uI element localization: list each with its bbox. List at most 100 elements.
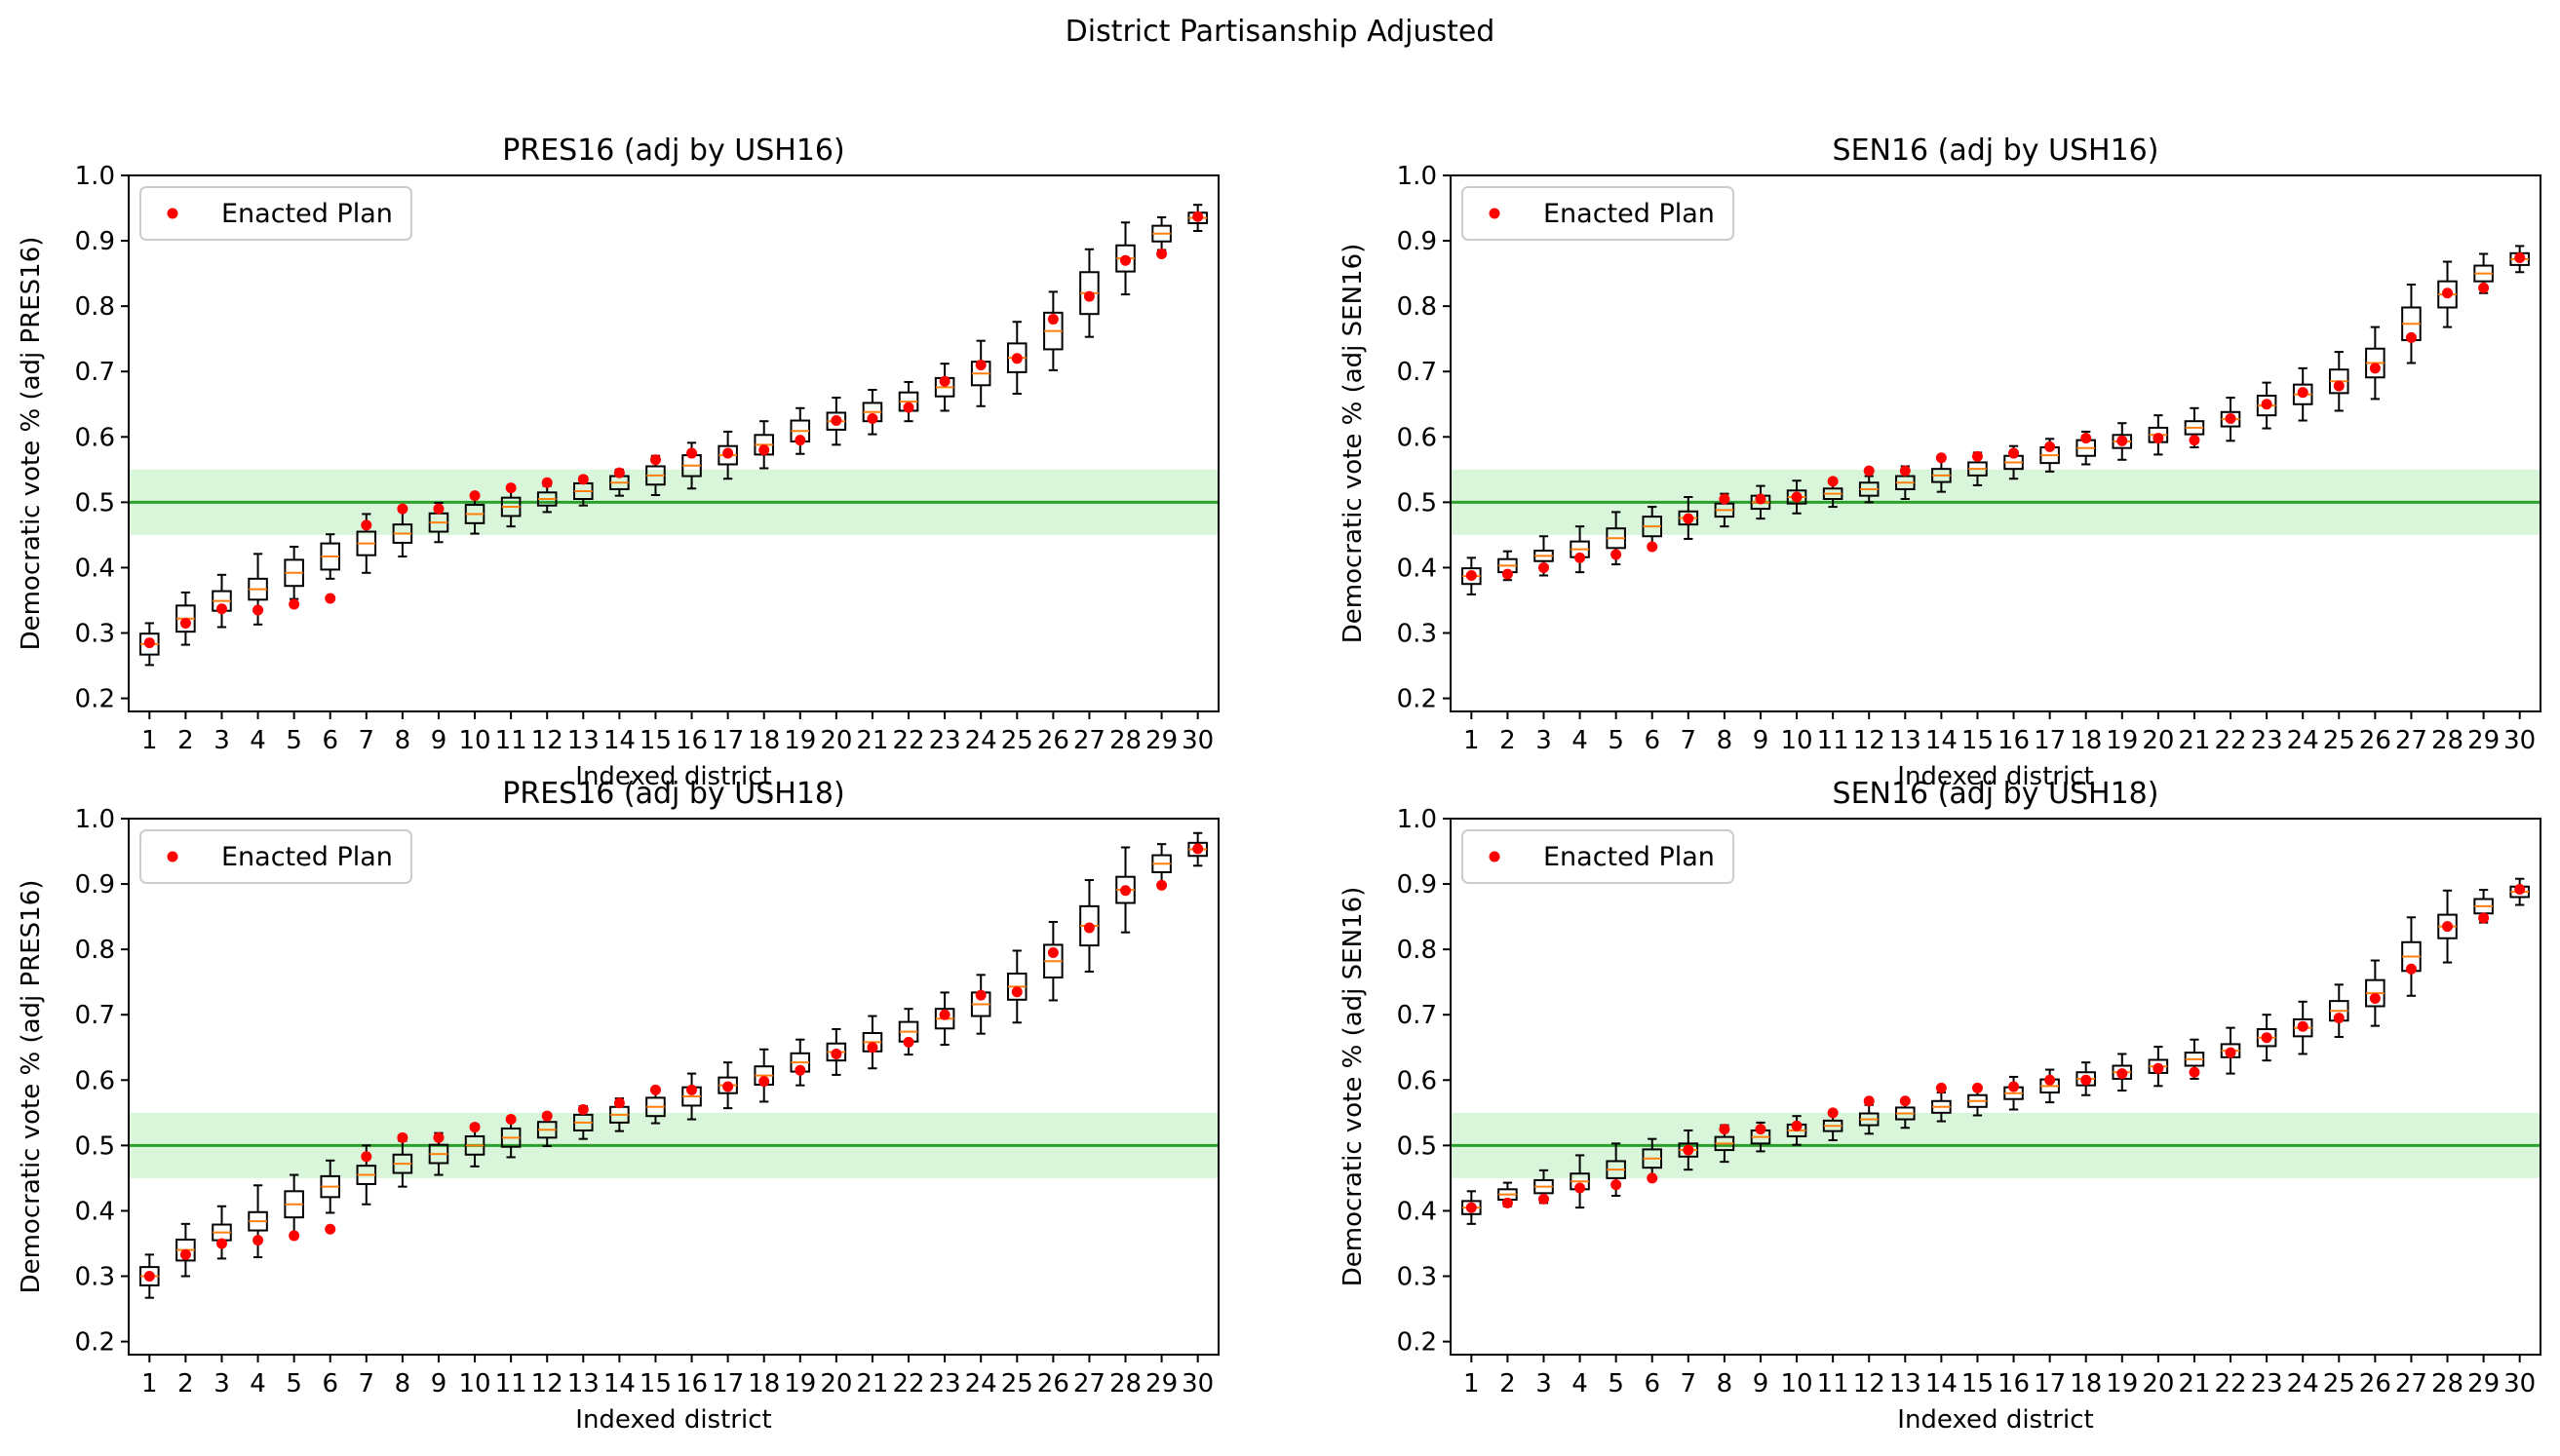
x-tick-label: 28 xyxy=(2431,726,2463,755)
boxplot-district-28 xyxy=(1115,221,1136,296)
x-tick-label: 14 xyxy=(1925,726,1958,755)
x-tick-label: 13 xyxy=(567,726,600,755)
enacted-point-4 xyxy=(1574,1182,1586,1194)
y-axis-label: Democratic vote % (adj SEN16) xyxy=(1338,244,1368,644)
y-tick-label: 0.8 xyxy=(1397,936,1437,965)
x-tick-label: 13 xyxy=(567,1369,600,1399)
x-axis-label: Indexed district xyxy=(1897,762,2093,791)
enacted-point-8 xyxy=(397,1131,408,1143)
enacted-point-23 xyxy=(2261,399,2272,410)
y-tick-label: 0.9 xyxy=(1397,870,1437,900)
x-tick-label: 7 xyxy=(1681,1369,1697,1399)
enacted-point-29 xyxy=(1156,879,1168,891)
enacted-point-20 xyxy=(831,415,842,427)
boxplot-district-30 xyxy=(1187,831,1208,867)
x-tick-label: 17 xyxy=(2034,1369,2066,1399)
enacted-point-14 xyxy=(1935,452,1947,464)
x-tick-label: 23 xyxy=(929,1369,961,1399)
x-tick-label: 3 xyxy=(213,1369,230,1399)
x-tick-label: 28 xyxy=(2431,1369,2463,1399)
y-tick-label: 0.5 xyxy=(75,488,115,517)
x-tick-label: 9 xyxy=(431,1369,447,1399)
enacted-point-8 xyxy=(1719,1124,1730,1135)
legend-marker xyxy=(1489,851,1500,862)
x-tick-label: 13 xyxy=(1889,1369,1921,1399)
y-axis-label: Democratic vote % (adj PRES16) xyxy=(17,880,46,1294)
subplot-2: SEN16 (adj by USH16) 0.2 0.3 0.4 0.5 0.6 0.7 0.… xyxy=(1338,134,2541,791)
x-tick-label: 27 xyxy=(1073,726,1105,755)
x-tick-label: 7 xyxy=(1681,726,1697,755)
enacted-point-15 xyxy=(1971,1082,1983,1093)
y-tick-label: 0.7 xyxy=(1397,358,1437,387)
enacted-point-19 xyxy=(795,1064,806,1076)
boxplot-district-6 xyxy=(320,1159,340,1214)
enacted-point-6 xyxy=(325,1223,336,1235)
subplot-title: PRES16 (adj by USH18) xyxy=(502,777,844,811)
boxplot-district-8 xyxy=(392,510,413,558)
enacted-point-20 xyxy=(2153,433,2164,444)
enacted-point-18 xyxy=(758,1076,770,1088)
enacted-point-20 xyxy=(2153,1062,2164,1074)
enacted-point-11 xyxy=(1827,1107,1839,1119)
enacted-point-22 xyxy=(2225,1047,2236,1058)
x-tick-label: 1 xyxy=(141,726,158,755)
enacted-point-8 xyxy=(1719,493,1730,505)
y-tick-label: 0.3 xyxy=(1397,620,1437,649)
axes-frame xyxy=(128,174,1220,712)
x-tick-label: 17 xyxy=(712,1369,744,1399)
x-tick-label: 20 xyxy=(2142,1369,2174,1399)
x-tick-label: 29 xyxy=(1145,726,1178,755)
x-tick-label: 5 xyxy=(286,726,302,755)
x-tick-label: 11 xyxy=(495,1369,527,1399)
x-tick-label: 9 xyxy=(1753,1369,1769,1399)
y-tick-label: 1.0 xyxy=(75,805,115,834)
x-tick-label: 23 xyxy=(2251,1369,2283,1399)
y-tick-label: 0.3 xyxy=(75,620,115,649)
y-axis-label: Democratic vote % (adj SEN16) xyxy=(1338,887,1368,1287)
enacted-point-2 xyxy=(179,1248,191,1260)
x-tick-label: 30 xyxy=(1182,726,1214,755)
enacted-point-1 xyxy=(1465,569,1477,581)
enacted-point-18 xyxy=(2080,433,2092,444)
x-tick-label: 3 xyxy=(1535,726,1552,755)
x-tick-label: 15 xyxy=(1961,1369,1994,1399)
legend: Enacted Plan xyxy=(1461,829,1734,884)
figure-title: District Partisanship Adjusted xyxy=(1066,15,1495,49)
x-tick-label: 10 xyxy=(1781,726,1813,755)
enacted-point-29 xyxy=(2478,282,2490,293)
enacted-point-13 xyxy=(577,1103,589,1115)
y-tick-label: 0.7 xyxy=(1397,1001,1437,1030)
enacted-point-10 xyxy=(469,1122,481,1133)
x-tick-label: 6 xyxy=(1644,726,1660,755)
enacted-point-25 xyxy=(1011,353,1023,364)
x-tick-label: 22 xyxy=(892,1369,924,1399)
y-tick-label: 0.4 xyxy=(1397,554,1437,583)
y-tick-label: 0.3 xyxy=(75,1263,115,1292)
y-tick-label: 0.2 xyxy=(1397,685,1437,714)
x-tick-label: 12 xyxy=(1853,1369,1885,1399)
enacted-point-2 xyxy=(1501,568,1513,580)
subplot-title: SEN16 (adj by USH18) xyxy=(1833,777,2159,811)
enacted-point-17 xyxy=(2044,1074,2056,1086)
x-tick-label: 27 xyxy=(2395,1369,2427,1399)
x-tick-label: 16 xyxy=(676,1369,708,1399)
y-tick-label: 1.0 xyxy=(1397,162,1437,191)
enacted-point-17 xyxy=(722,447,734,459)
x-tick-label: 26 xyxy=(2359,1369,2391,1399)
enacted-point-30 xyxy=(2514,252,2526,264)
x-tick-label: 5 xyxy=(1608,726,1624,755)
x-tick-label: 29 xyxy=(2467,726,2500,755)
boxplot-district-17 xyxy=(718,1061,738,1110)
enacted-point-18 xyxy=(758,444,770,456)
boxplot-district-27 xyxy=(1079,879,1100,973)
boxplot-district-27 xyxy=(2401,284,2422,364)
x-tick-label: 20 xyxy=(820,726,852,755)
enacted-point-23 xyxy=(939,1009,950,1020)
x-tick-label: 12 xyxy=(531,726,563,755)
enacted-point-1 xyxy=(143,637,155,649)
x-tick-label: 1 xyxy=(1463,726,1480,755)
y-tick-label: 0.4 xyxy=(75,1197,115,1226)
legend-marker xyxy=(167,208,178,219)
enacted-point-26 xyxy=(1047,947,1059,958)
